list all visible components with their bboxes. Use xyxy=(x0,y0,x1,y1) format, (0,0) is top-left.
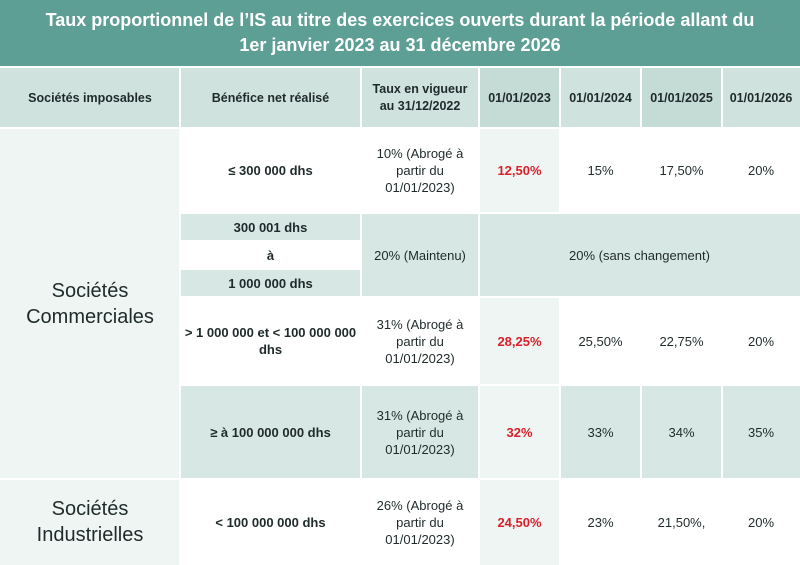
grid-line xyxy=(640,66,642,213)
r5-2026: 20% xyxy=(722,479,800,565)
grid-line xyxy=(478,66,480,565)
grid-line xyxy=(180,268,361,270)
grid-line xyxy=(721,66,723,213)
grid-line xyxy=(0,66,800,68)
r5-benefice: < 100 000 000 dhs xyxy=(180,479,361,565)
grid-line xyxy=(559,297,561,565)
r3-2023: 28,25% xyxy=(479,297,560,385)
r4-2024: 33% xyxy=(560,385,641,479)
r3-benefice: > 1 000 000 et < 100 000 000 dhs xyxy=(180,297,361,385)
title-line-2: 1er janvier 2023 au 31 décembre 2026 xyxy=(239,35,561,55)
r2-merged-years: 20% (sans changement) xyxy=(479,213,800,297)
r1-2024: 15% xyxy=(560,128,641,213)
r1-2023: 12,50% xyxy=(479,128,560,213)
r4-2023: 32% xyxy=(479,385,560,479)
header-2023: 01/01/2023 xyxy=(479,68,560,128)
header-2025: 01/01/2025 xyxy=(641,68,722,128)
r3-2025: 22,75% xyxy=(641,297,722,385)
grid-line xyxy=(180,384,800,386)
r4-2026: 35% xyxy=(722,385,800,479)
r3-taux: 31% (Abrogé à partir du 01/01/2023) xyxy=(361,297,479,385)
group-societes-commerciales: Sociétés Commerciales xyxy=(0,128,180,479)
grid-line xyxy=(640,297,642,565)
grid-line xyxy=(0,127,800,129)
grid-line xyxy=(180,240,361,242)
grid-line xyxy=(180,296,800,298)
table-title: Taux proportionnel de l’IS au titre des … xyxy=(0,0,800,66)
r2-benefice-from: 300 001 dhs xyxy=(180,213,361,241)
r1-2026: 20% xyxy=(722,128,800,213)
r2-taux: 20% (Maintenu) xyxy=(361,213,479,297)
r4-2025: 34% xyxy=(641,385,722,479)
r3-2024: 25,50% xyxy=(560,297,641,385)
r5-2024: 23% xyxy=(560,479,641,565)
r1-benefice: ≤ 300 000 dhs xyxy=(180,128,361,213)
r4-benefice: ≥ à 100 000 000 dhs xyxy=(180,385,361,479)
header-benefice: Bénéfice net réalisé xyxy=(180,68,361,128)
grid-line xyxy=(180,212,800,214)
header-2024: 01/01/2024 xyxy=(560,68,641,128)
r5-taux: 26% (Abrogé à partir du 01/01/2023) xyxy=(361,479,479,565)
grid-line xyxy=(559,66,561,213)
r1-2025: 17,50% xyxy=(641,128,722,213)
r2-benefice-sep: à xyxy=(180,241,361,269)
r2-benefice-to: 1 000 000 dhs xyxy=(180,269,361,297)
r4-taux: 31% (Abrogé à partir du 01/01/2023) xyxy=(361,385,479,479)
grid-line xyxy=(0,478,800,480)
r3-2026: 20% xyxy=(722,297,800,385)
header-2026: 01/01/2026 xyxy=(722,68,800,128)
grid-line xyxy=(179,66,181,565)
grid-line xyxy=(360,66,362,565)
grid-line xyxy=(721,297,723,565)
r5-2025: 21,50%, xyxy=(641,479,722,565)
header-taux-vigueur: Taux en vigueur au 31/12/2022 xyxy=(361,68,479,128)
r5-2023: 24,50% xyxy=(479,479,560,565)
r1-taux: 10% (Abrogé à partir du 01/01/2023) xyxy=(361,128,479,213)
header-societes: Sociétés imposables xyxy=(0,68,180,128)
group-societes-industrielles: Sociétés Industrielles xyxy=(0,479,180,565)
title-line-1: Taux proportionnel de l’IS au titre des … xyxy=(45,10,755,30)
